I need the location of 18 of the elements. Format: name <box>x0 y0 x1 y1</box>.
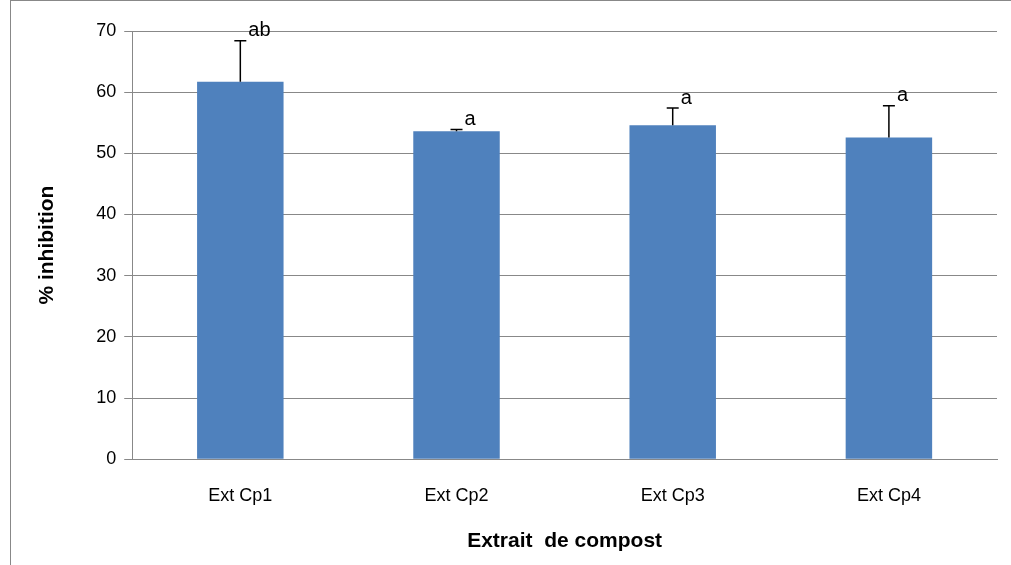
annotation: ab <box>248 18 271 41</box>
x-tick-label: Ext Cp4 <box>856 484 921 505</box>
annotation: a <box>680 85 693 108</box>
y-tick-label: 0 <box>106 448 117 469</box>
annotation: a <box>896 83 909 106</box>
y-axis-title: % inhibition <box>34 185 58 305</box>
y-tick-label: 70 <box>96 19 117 40</box>
x-axis-title: Extrait de compost <box>467 528 663 552</box>
annotation: a <box>464 107 477 129</box>
y-tick-label: 30 <box>96 264 117 285</box>
y-tick-label: 20 <box>96 325 117 346</box>
x-tick-label: Ext Cp1 <box>208 484 273 505</box>
x-tick-label: Ext Cp3 <box>640 484 705 505</box>
y-tick-label: 60 <box>96 81 117 102</box>
x-tick-label: Ext Cp2 <box>424 484 489 505</box>
y-tick-label: 10 <box>96 387 117 407</box>
y-tick-label: 50 <box>96 142 117 163</box>
y-tick-label: 40 <box>96 203 117 224</box>
